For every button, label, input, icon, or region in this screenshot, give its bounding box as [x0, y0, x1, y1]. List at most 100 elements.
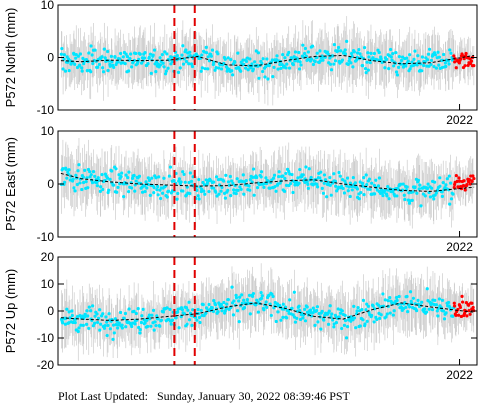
data-point: [146, 62, 150, 66]
data-point: [345, 325, 350, 329]
data-point: [423, 194, 427, 198]
y-axis-label: P572 North (mm): [3, 8, 18, 108]
recent-data-point: [472, 176, 476, 181]
data-point: [350, 188, 354, 192]
data-point: [61, 67, 65, 71]
recent-data-point: [471, 305, 475, 310]
data-point: [67, 69, 71, 73]
data-point: [149, 324, 153, 328]
data-point: [61, 321, 65, 325]
recent-data-point: [454, 66, 458, 70]
data-point: [336, 45, 341, 50]
data-point: [408, 53, 412, 57]
data-point: [361, 318, 365, 322]
data-point: [145, 186, 149, 190]
data-point: [152, 328, 156, 332]
data-point: [160, 52, 164, 57]
data-point: [383, 188, 387, 192]
data-point: [212, 180, 216, 184]
data-point: [189, 62, 194, 66]
data-point: [199, 189, 203, 194]
data-point: [328, 183, 332, 187]
data-point: [432, 65, 436, 69]
data-point: [415, 63, 419, 67]
data-point: [187, 62, 191, 66]
data-point: [162, 176, 166, 180]
data-point: [232, 188, 236, 192]
data-point: [326, 322, 331, 326]
recent-data-point: [452, 54, 456, 58]
data-point: [343, 179, 347, 183]
data-point: [204, 45, 208, 50]
data-point: [276, 67, 280, 71]
data-point: [259, 175, 263, 179]
y-tick-label: 0: [47, 51, 54, 65]
data-point: [154, 176, 158, 180]
data-point: [354, 312, 359, 316]
data-point: [288, 298, 292, 302]
data-point: [229, 58, 233, 62]
data-point: [385, 312, 389, 316]
data-point: [142, 56, 147, 60]
data-point: [447, 174, 451, 178]
data-point: [196, 307, 200, 312]
data-point: [214, 175, 219, 179]
data-point: [149, 71, 153, 75]
y-axis-label: P572 East (mm): [3, 137, 18, 231]
data-point: [268, 186, 272, 190]
data-point: [320, 309, 324, 313]
data-point: [372, 320, 376, 324]
data-point: [80, 66, 84, 70]
data-point: [156, 193, 160, 197]
recent-data-point: [458, 179, 462, 183]
data-point: [441, 180, 445, 185]
data-point: [117, 321, 121, 325]
data-point: [285, 316, 289, 320]
data-point: [229, 194, 233, 198]
data-point: [213, 68, 217, 72]
data-point: [258, 183, 262, 187]
data-point: [182, 312, 187, 316]
data-point: [236, 188, 240, 192]
data-point: [270, 58, 274, 62]
data-point: [269, 313, 273, 318]
recent-data-point: [465, 314, 469, 318]
data-point: [82, 62, 86, 66]
data-point: [363, 322, 367, 326]
data-point: [247, 293, 252, 297]
data-point: [124, 173, 128, 177]
data-point: [395, 194, 399, 198]
data-point: [63, 322, 68, 326]
data-point: [167, 174, 171, 178]
recent-data-point: [466, 303, 471, 307]
data-point: [437, 63, 441, 67]
data-point: [246, 301, 251, 305]
data-point: [81, 323, 85, 327]
data-point: [416, 54, 420, 58]
data-point: [206, 67, 210, 71]
data-point: [359, 55, 363, 59]
data-point: [260, 296, 264, 300]
data-point: [404, 305, 408, 309]
data-point: [277, 170, 281, 174]
data-point: [298, 308, 302, 313]
data-point: [108, 177, 112, 181]
data-point: [100, 172, 104, 177]
data-point: [329, 68, 334, 72]
data-point: [216, 52, 220, 56]
recent-data-point: [463, 188, 467, 192]
data-point: [323, 178, 328, 182]
data-point: [399, 58, 404, 63]
data-point: [354, 326, 358, 330]
recent-data-point: [464, 51, 468, 56]
data-point: [130, 176, 135, 180]
data-point: [413, 185, 417, 189]
data-layer: [59, 138, 476, 229]
data-point: [383, 66, 387, 70]
data-point: [89, 309, 93, 313]
data-point: [340, 326, 344, 331]
data-point: [330, 312, 334, 316]
data-point: [342, 191, 346, 195]
data-point: [368, 187, 372, 191]
